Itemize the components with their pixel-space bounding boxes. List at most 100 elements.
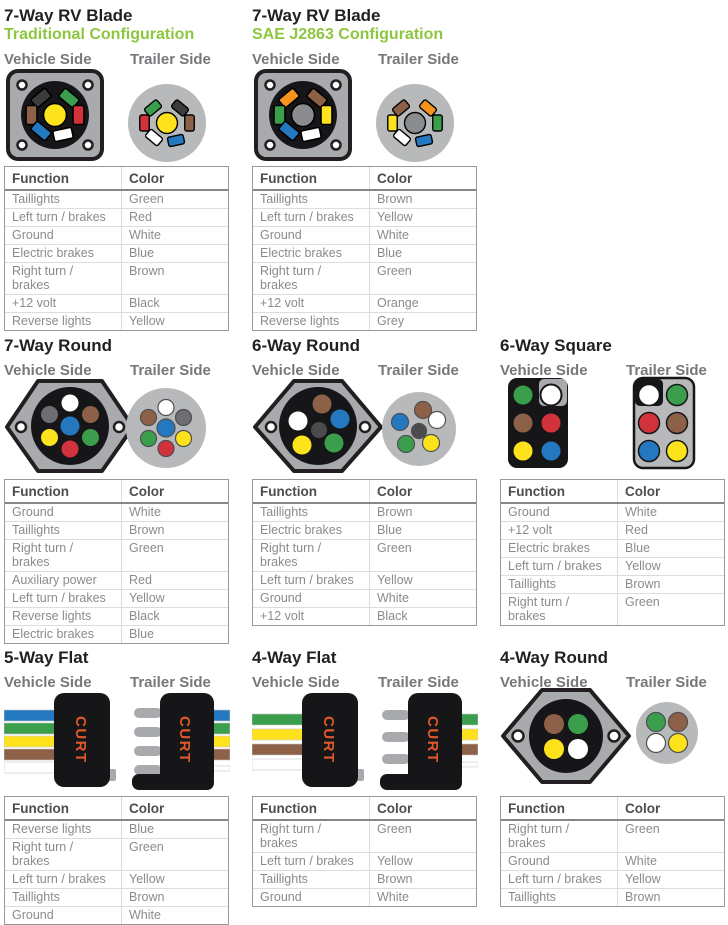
trailer-connector-illustration [128, 84, 206, 162]
table-cell: Right turn / brakes [253, 821, 370, 852]
wiring-table: Function Color Ground White Taillights Brow… [4, 479, 229, 644]
table-cell: Taillights [253, 870, 370, 888]
table-body: Ground White Taillights Brown Right turn / b… [5, 504, 228, 643]
screw-hole [112, 420, 126, 434]
table-header-color: Color [377, 484, 413, 499]
table-cell: White [625, 853, 657, 868]
table-cell: Ground [253, 589, 370, 607]
connector-pin [25, 104, 38, 126]
section-6way-round: 6-Way Round Vehicle Side Trailer Side Fu… [252, 336, 478, 626]
table-row: Ground White [5, 905, 228, 924]
table-cell: Yellow [377, 853, 413, 868]
screw-hole [82, 79, 94, 91]
curt-logo: CURT [72, 716, 89, 764]
section-5way-flat: 5-Way Flat Vehicle Side Trailer Side CUR… [4, 648, 230, 925]
table-cell: Left turn / brakes [5, 589, 122, 607]
table-cell: Green [625, 595, 660, 609]
screw-hole [82, 139, 94, 151]
center-pin [410, 422, 428, 440]
connector-pin [41, 406, 58, 423]
section-7way-rv-blade-sae: 7-Way RV Blade SAE J2863 Configuration V… [252, 6, 478, 331]
table-cell: Ground [501, 504, 618, 521]
section-title: 7-Way RV Blade [4, 6, 133, 25]
table-header-row: Function Color [501, 797, 724, 821]
center-pin [42, 102, 68, 128]
connector-pin [139, 408, 158, 427]
table-cell: Electric brakes [5, 245, 122, 262]
connector-pin [539, 439, 563, 463]
table-cell: Reverse lights [253, 312, 370, 330]
wire [211, 735, 230, 748]
vehicle-connector-illustration [6, 69, 104, 161]
section-title: 7-Way Round [4, 336, 112, 355]
connector-body [160, 693, 214, 787]
connector-body-step [330, 748, 356, 786]
table-row: Taillights Green [5, 191, 228, 208]
connector-pin [170, 99, 190, 117]
table-cell: +12 volt [5, 294, 122, 312]
table-row: Taillights Brown [501, 575, 724, 593]
table-header-row: Function Color [5, 480, 228, 504]
table-row: Right turn / brakes Green [501, 593, 724, 625]
table-row: Left turn / brakes Yellow [5, 588, 228, 607]
wire [211, 722, 230, 735]
connector-pin [143, 99, 163, 117]
prong [134, 746, 162, 756]
table-cell: Blue [129, 822, 155, 836]
screw-hole [511, 729, 525, 743]
table-cell: Blue [129, 246, 155, 260]
table-cell: Brown [129, 523, 165, 537]
section-subtitle: SAE J2863 Configuration [252, 26, 444, 43]
curt-logo: CURT [176, 716, 193, 764]
connector-pin [667, 732, 689, 754]
table-row: Ground White [253, 588, 476, 607]
table-cell: Right turn / brakes [253, 263, 370, 294]
vehicle-side-label: Vehicle Side [4, 674, 92, 691]
screw-hole [264, 139, 276, 151]
connector-pin [61, 394, 79, 412]
table-cell: Orange [377, 295, 419, 310]
vehicle-connector-illustration [253, 379, 383, 473]
vehicle-connector-illustration: CURT [4, 693, 116, 787]
table-cell: White [625, 505, 657, 519]
table-cell: Red [625, 523, 648, 537]
table-cell: Taillights [5, 888, 122, 906]
wire [252, 728, 311, 741]
table-cell: Black [129, 295, 160, 310]
connector-pin [166, 133, 186, 148]
table-row: Reverse lights Black [5, 606, 228, 625]
table-cell: Yellow [377, 572, 413, 587]
table-header-row: Function Color [5, 797, 228, 821]
section-title: 4-Way Flat [252, 648, 337, 667]
table-cell: Ground [253, 888, 370, 906]
wire [252, 758, 311, 771]
prong [134, 727, 162, 737]
wiring-table: Function Color Taillights Brown Electric b… [252, 479, 477, 626]
table-row: Right turn / brakes Green [253, 539, 476, 571]
plug-face [636, 702, 698, 764]
trailer-connector-illustration [636, 702, 698, 764]
table-cell: Reverse lights [5, 607, 122, 625]
socket-face [529, 699, 603, 773]
vehicle-connector-illustration: CURT [252, 693, 364, 787]
screw-hole [330, 139, 342, 151]
connector-pin [667, 711, 689, 733]
connector-pin [278, 120, 300, 142]
connector-pin [273, 104, 286, 126]
table-cell: Yellow [625, 559, 661, 573]
vehicle-connector-illustration [508, 378, 568, 468]
wire [211, 709, 230, 722]
table-header-function: Function [501, 480, 618, 502]
connector-pin [288, 411, 308, 431]
table-header-row: Function Color [501, 480, 724, 504]
section-7way-round: 7-Way Round Vehicle Side Trailer Side Fu… [4, 336, 230, 644]
table-header-row: Function Color [5, 167, 228, 191]
table-cell: Left turn / brakes [5, 209, 122, 226]
connector-pin [665, 439, 689, 463]
table-cell: Brown [377, 505, 413, 519]
connector-pin [390, 412, 410, 432]
connector-pin [511, 383, 535, 407]
table-cell: Ground [501, 852, 618, 870]
section-4way-flat: 4-Way Flat Vehicle Side Trailer Side CUR… [252, 648, 478, 907]
section-subtitle: Traditional Configuration [4, 26, 195, 43]
